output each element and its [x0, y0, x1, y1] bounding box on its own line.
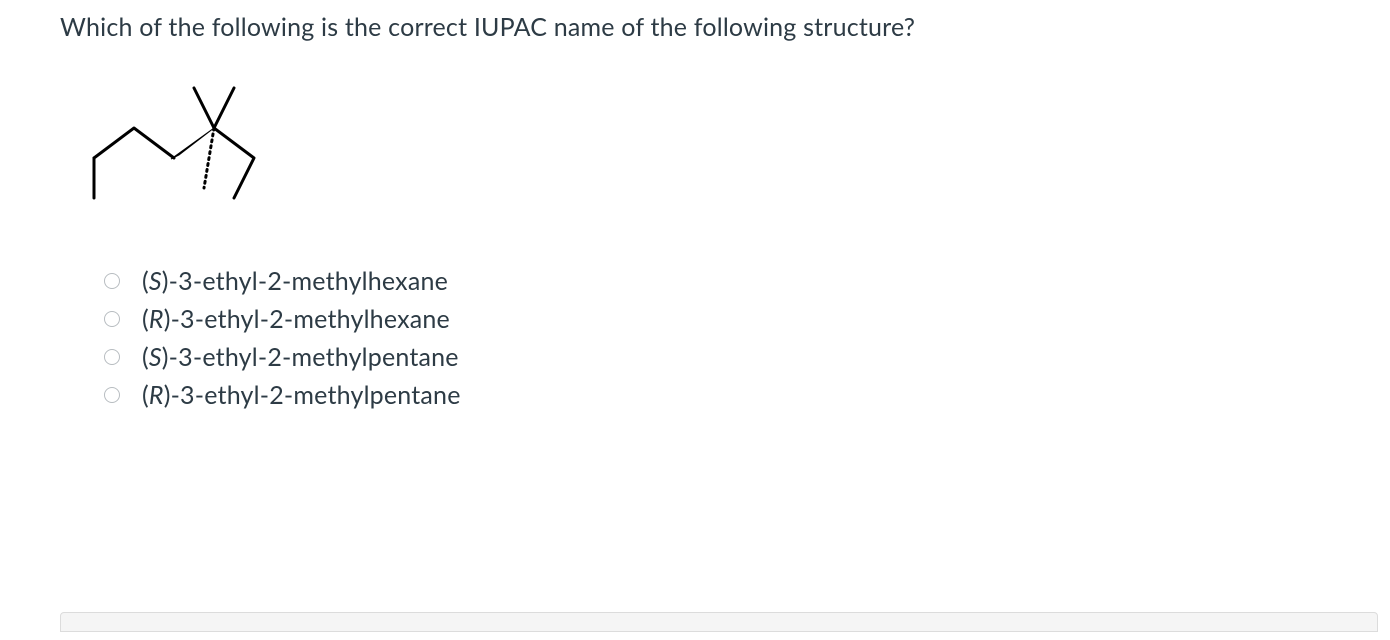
question-text: Which of the following is the correct IU…: [60, 12, 1330, 42]
options-list: (S)-3-ethyl-2-methylhexane (R)-3-ethyl-2…: [104, 266, 1330, 410]
option-row[interactable]: (R)-3-ethyl-2-methylpentane: [104, 380, 1330, 410]
option-row[interactable]: (S)-3-ethyl-2-methylhexane: [104, 266, 1330, 296]
option-label: (S)-3-ethyl-2-methylpentane: [142, 342, 459, 372]
option-label: (S)-3-ethyl-2-methylhexane: [142, 266, 448, 296]
bond-ethyl-right: [214, 128, 254, 198]
bond-isopropyl: [194, 88, 234, 128]
question-container: Which of the following is the correct IU…: [0, 0, 1390, 410]
option-label: (R)-3-ethyl-2-methylhexane: [142, 304, 450, 334]
option-row[interactable]: (S)-3-ethyl-2-methylpentane: [104, 342, 1330, 372]
radio-icon[interactable]: [104, 311, 120, 327]
structure-svg: [64, 78, 284, 218]
chemical-structure: [64, 78, 284, 228]
option-label: (R)-3-ethyl-2-methylpentane: [142, 380, 461, 410]
radio-icon[interactable]: [104, 387, 120, 403]
footer-panel: [60, 612, 1378, 632]
bond-chain-left: [94, 128, 174, 158]
bond-hash: [204, 128, 214, 188]
bond-wedge-solid: [171, 128, 214, 159]
option-row[interactable]: (R)-3-ethyl-2-methylhexane: [104, 304, 1330, 334]
radio-icon[interactable]: [104, 273, 120, 289]
radio-icon[interactable]: [104, 349, 120, 365]
